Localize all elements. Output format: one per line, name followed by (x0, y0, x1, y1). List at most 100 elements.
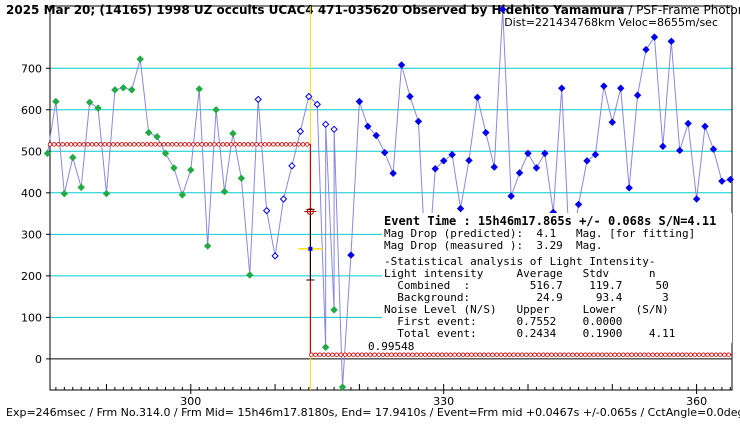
model-marker (701, 352, 706, 357)
model-marker (207, 142, 213, 147)
model-marker (102, 142, 107, 147)
data-point (296, 127, 305, 136)
model-marker (266, 142, 272, 147)
model-marker (431, 352, 436, 357)
data-point (625, 184, 633, 192)
model-marker (473, 352, 478, 357)
data-point (574, 200, 583, 209)
model-marker (549, 352, 554, 357)
data-point (203, 242, 212, 250)
model-marker (570, 352, 575, 357)
model-marker (254, 142, 259, 147)
model-marker (578, 352, 584, 357)
event-marker-center (308, 246, 313, 251)
data-point (608, 118, 616, 126)
model-marker (418, 352, 424, 357)
data-point (558, 84, 566, 92)
model-marker (574, 352, 580, 357)
info-panel: Event Time : 15h46m17.865s +/- 0.068s S/… (382, 213, 732, 343)
model-marker (599, 352, 605, 357)
data-point (195, 85, 203, 93)
y-tick-label-100: 100 (21, 311, 42, 324)
model-marker (161, 142, 167, 147)
model-marker (148, 142, 154, 147)
model-marker (144, 142, 150, 147)
model-marker (317, 352, 322, 357)
data-point (633, 91, 642, 99)
model-marker (414, 352, 419, 357)
y-tick-label-300: 300 (21, 228, 42, 241)
model-marker (675, 352, 681, 357)
model-marker (157, 142, 162, 147)
model-marker (650, 352, 655, 357)
data-point (532, 164, 541, 172)
x-axis-ticks: 300 330 360 (55, 384, 731, 408)
model-marker (393, 352, 398, 357)
model-marker (56, 142, 61, 147)
model-marker (111, 142, 116, 147)
data-point (364, 122, 372, 131)
model-marker (507, 352, 512, 357)
data-point (77, 183, 85, 192)
model-marker (216, 142, 221, 147)
data-point (330, 125, 338, 134)
data-point (515, 169, 524, 177)
model-marker (363, 352, 369, 357)
y-tick-label-500: 500 (21, 145, 42, 158)
data-point (397, 61, 406, 69)
model-marker (705, 352, 710, 357)
data-point (498, 5, 507, 14)
model-marker (52, 142, 57, 147)
data-point (313, 100, 321, 109)
model-marker (629, 352, 634, 357)
data-point (667, 37, 676, 45)
model-marker (119, 142, 124, 147)
model-marker (444, 352, 449, 357)
info-panel-background (382, 213, 732, 343)
model-marker (372, 352, 377, 357)
model-marker (288, 142, 293, 147)
data-point (246, 271, 254, 279)
chart-title-bold: 2025 Mar 20; (14165) 1998 UZ occults UCA… (6, 3, 625, 17)
data-point (431, 165, 439, 173)
model-marker (553, 352, 559, 357)
data-point (153, 133, 161, 141)
data-point (187, 166, 195, 174)
data-point (60, 189, 69, 198)
model-marker (351, 352, 356, 357)
model-marker (313, 352, 318, 357)
model-marker (68, 142, 74, 147)
model-marker (456, 352, 462, 357)
event-error-marker (298, 207, 323, 281)
model-marker (338, 352, 344, 357)
data-point (170, 164, 178, 172)
model-marker (178, 142, 183, 147)
model-marker (616, 352, 622, 357)
data-point (347, 251, 355, 259)
x-tick-label-300: 300 (180, 395, 201, 408)
model-marker (587, 352, 592, 357)
model-marker (165, 142, 171, 147)
chart-subtitle: Dist=221434768km Veloc=8655m/sec (504, 16, 718, 29)
model-marker (717, 352, 723, 357)
model-marker (283, 142, 289, 147)
model-marker (279, 142, 285, 147)
data-point (591, 150, 600, 159)
data-point (144, 128, 153, 137)
data-point (321, 343, 330, 351)
data-point (69, 153, 77, 162)
y-tick-label-200: 200 (21, 270, 42, 283)
model-marker (300, 142, 306, 147)
data-point (229, 129, 237, 138)
model-marker (309, 352, 314, 357)
data-point (338, 383, 347, 391)
model-marker (519, 352, 525, 357)
data-point (178, 191, 187, 199)
data-point (659, 142, 667, 151)
model-marker (469, 352, 474, 357)
model-marker (98, 142, 103, 147)
model-marker (511, 352, 516, 357)
model-marker (136, 142, 141, 147)
